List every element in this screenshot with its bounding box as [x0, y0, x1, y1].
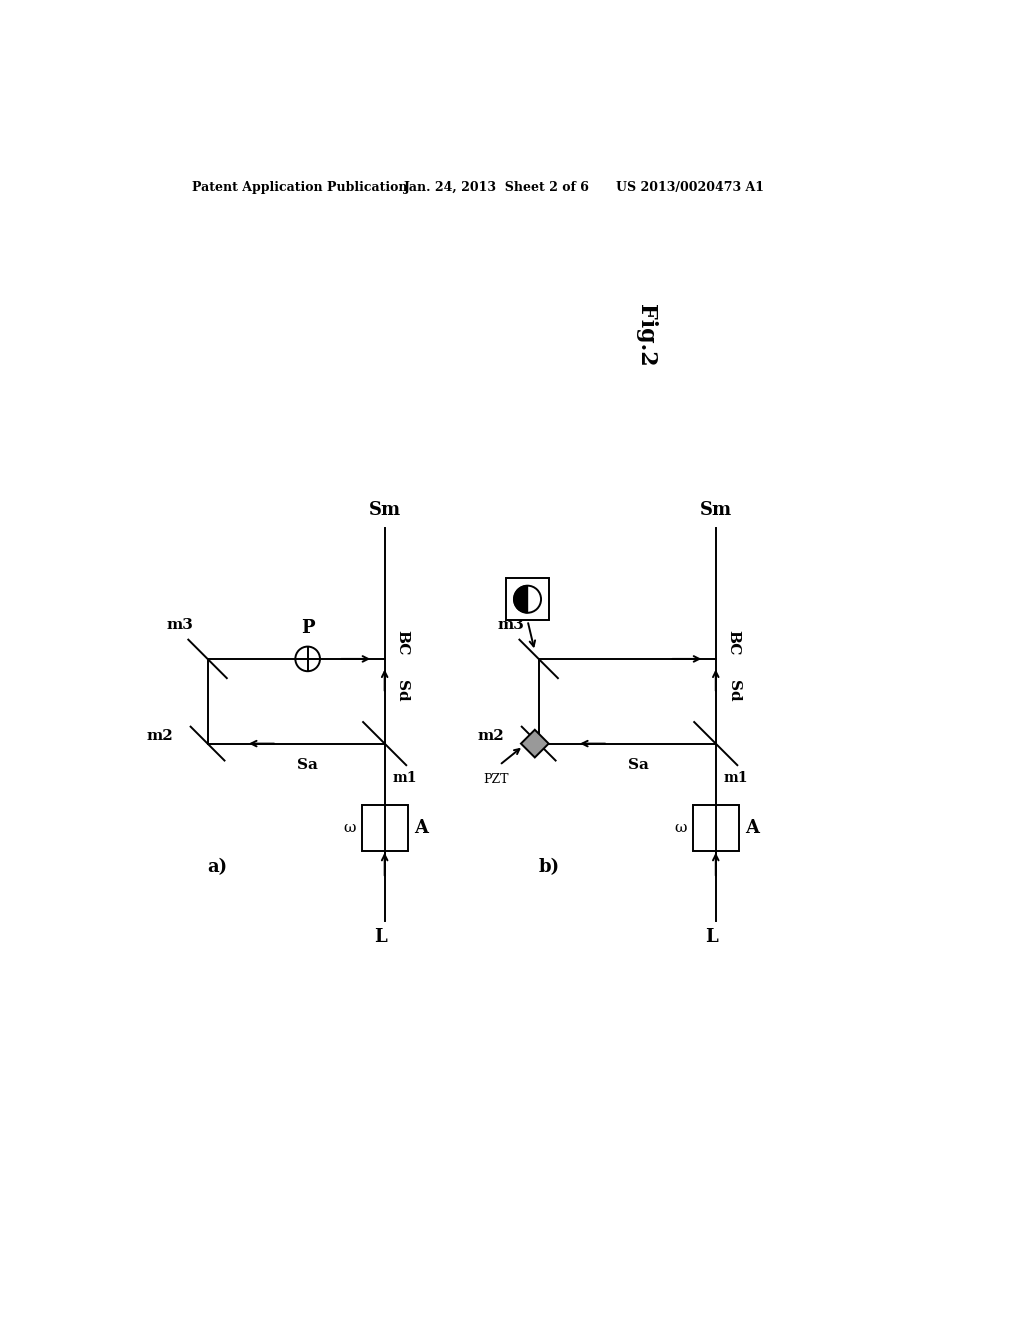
Text: Sm: Sm [699, 500, 732, 519]
Text: US 2013/0020473 A1: US 2013/0020473 A1 [615, 181, 764, 194]
Text: BC: BC [727, 630, 740, 655]
Text: m3: m3 [167, 618, 194, 632]
Text: Sd: Sd [395, 680, 410, 701]
Text: P: P [301, 619, 314, 638]
Text: m1: m1 [724, 771, 748, 785]
Text: m3: m3 [498, 618, 524, 632]
Circle shape [295, 647, 319, 672]
Text: Patent Application Publication: Patent Application Publication [193, 181, 408, 194]
Text: b): b) [539, 858, 560, 875]
Polygon shape [521, 730, 549, 758]
Text: Sd: Sd [727, 680, 740, 701]
Text: PZT: PZT [483, 774, 509, 785]
Text: Sa: Sa [297, 758, 318, 772]
Text: Jan. 24, 2013  Sheet 2 of 6: Jan. 24, 2013 Sheet 2 of 6 [403, 181, 590, 194]
Text: m1: m1 [392, 771, 417, 785]
Text: Fig.2: Fig.2 [636, 304, 657, 367]
Text: Sm: Sm [369, 500, 400, 519]
Wedge shape [514, 586, 527, 612]
Text: L: L [375, 928, 387, 946]
Bar [506, 578, 549, 620]
Bar [692, 805, 739, 851]
Text: ω: ω [343, 821, 355, 836]
Text: L: L [706, 928, 718, 946]
Text: BC: BC [395, 630, 410, 655]
Text: a): a) [208, 858, 227, 875]
Text: A: A [414, 820, 428, 837]
Bar [361, 805, 408, 851]
Text: A: A [745, 820, 759, 837]
Text: m2: m2 [477, 729, 504, 743]
Text: m2: m2 [146, 729, 173, 743]
Text: Sa: Sa [629, 758, 649, 772]
Text: ω: ω [674, 821, 686, 836]
